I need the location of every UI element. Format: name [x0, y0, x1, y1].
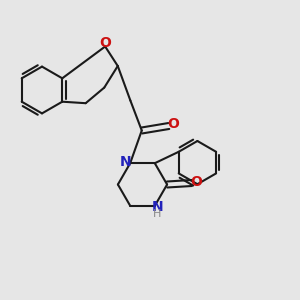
- Text: H: H: [153, 209, 161, 219]
- Text: O: O: [190, 175, 202, 188]
- Text: N: N: [152, 200, 163, 214]
- Text: O: O: [99, 36, 111, 50]
- Text: O: O: [168, 117, 179, 130]
- Text: N: N: [120, 155, 131, 169]
